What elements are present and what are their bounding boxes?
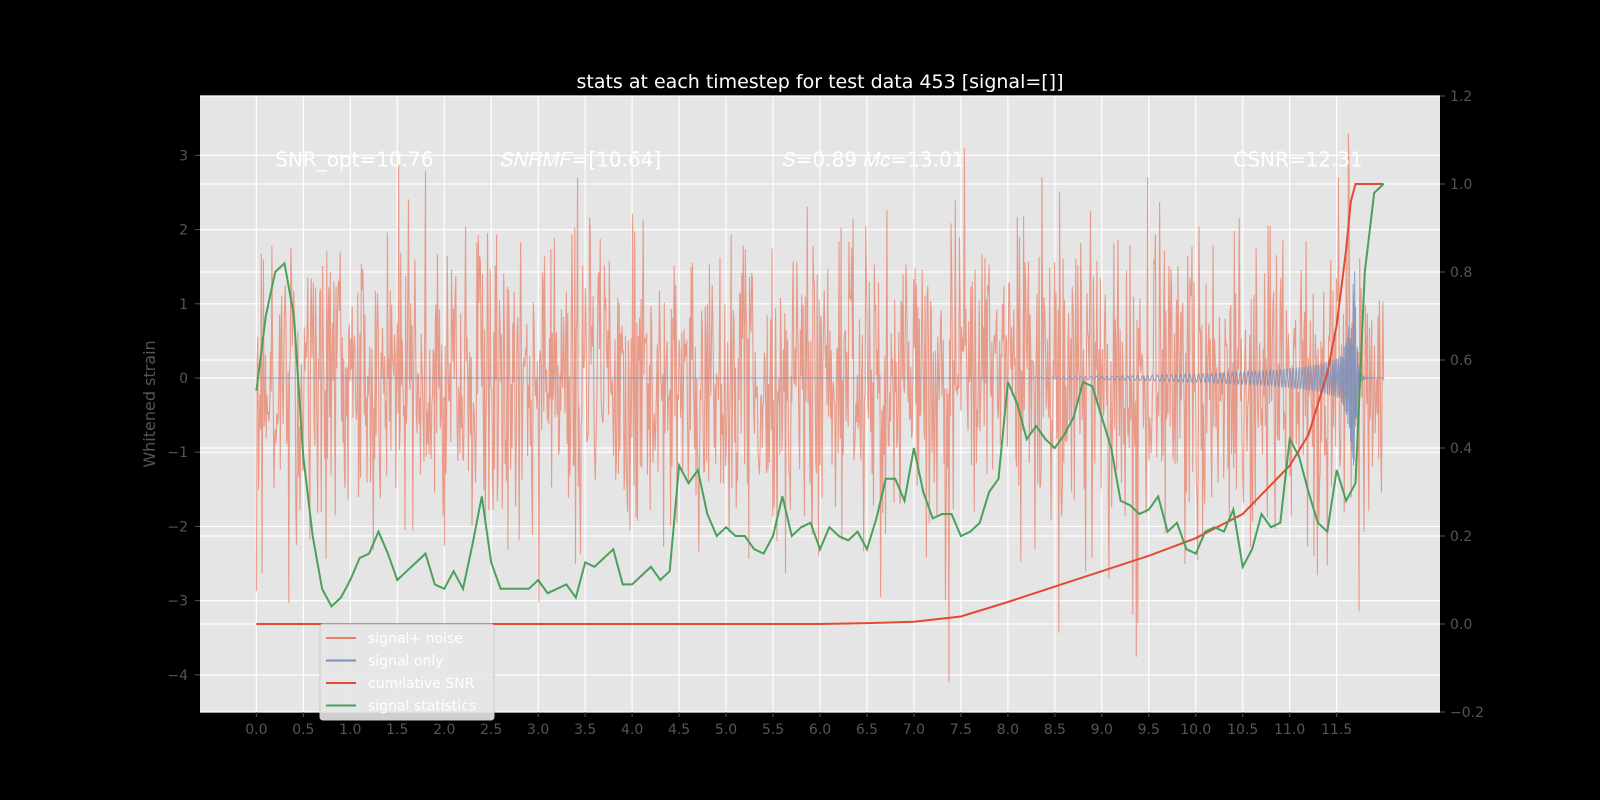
y-tick-label: 3 [179,148,188,164]
y-tick-label: 0 [179,371,188,387]
series-signal-statistics [255,183,1385,609]
x-tick-label: 9.5 [1138,722,1160,738]
legend-box [319,623,495,721]
annotation-text: SNR_opt=10.76 [275,148,433,172]
y2-tick-label: 1.0 [1450,177,1472,193]
y-axis-label: Whitened strain [140,340,159,467]
x-tick-label: 0.0 [245,722,267,738]
x-tick-label: 6.0 [809,722,831,738]
y-tick-label: −1 [167,445,188,461]
series-cumilative-snr [256,183,1384,625]
x-tick-label: 4.5 [668,722,690,738]
legend-label: cumilative SNR [368,676,475,692]
y2-tick-label: 0.2 [1450,529,1472,545]
x-tick-label: 7.0 [903,722,925,738]
legend: signal+ noise signal only cumilative SNR si… [319,623,495,721]
x-tick-label: 4.0 [621,722,643,738]
y-tick-label: −4 [167,668,188,684]
x-tick-label: 11.0 [1274,722,1305,738]
legend-label: signal only [368,654,443,670]
x-tick-label: 7.5 [950,722,972,738]
y2-tick-label: 0.8 [1450,265,1472,281]
x-tick-label: 10.5 [1227,722,1258,738]
y-tick-label: −3 [167,594,188,610]
x-tick-label: 1.5 [386,722,408,738]
y2-tick-label: −0.2 [1450,705,1484,721]
x-tick-label: 5.0 [715,722,737,738]
series-signal-noise [255,133,1385,683]
y-tick-label: 2 [179,223,188,239]
x-tick-label: 2.0 [433,722,455,738]
chart-title: stats at each timestep for test data 453… [576,71,1063,93]
annotation-text: CSNR=12.31 [1233,148,1363,172]
y-tick-label: 1 [179,297,188,313]
x-tick-label: 3.5 [574,722,596,738]
y-tick-label: −2 [167,519,188,535]
x-tick-label: 10.0 [1180,722,1211,738]
x-tick-label: 6.5 [856,722,878,738]
y2-tick-label: 1.2 [1450,89,1472,105]
axis-layer: 0.0 0.5 1.0 1.5 2.0 2.5 3.0 3.5 4.0 4.5 5.0 5.5 6.0 6… [167,89,1484,738]
y2-tick-label: 0.6 [1450,353,1472,369]
x-tick-label: 0.5 [292,722,314,738]
x-tick-label: 8.0 [997,722,1019,738]
y2-tick-label: 0.4 [1450,441,1472,457]
y2-tick-label: 0.0 [1450,617,1472,633]
x-tick-label: 8.5 [1044,722,1066,738]
series-layer [255,133,1385,683]
annotation-text: 𝑆𝑁𝑅𝑀𝐹=[10.64] [501,148,662,172]
x-tick-label: 2.5 [480,722,502,738]
x-tick-label: 1.0 [339,722,361,738]
series-signal-only [256,271,1384,466]
x-tick-label: 5.5 [762,722,784,738]
x-tick-label: 3.0 [527,722,549,738]
x-tick-label: 9.0 [1091,722,1113,738]
legend-label: signal+ noise [368,631,463,647]
annotation-layer: SNR_opt=10.76 𝑆𝑁𝑅𝑀𝐹=[10.64] 𝑆=0.89 𝑀𝑐=13.0… [275,148,1363,172]
x-tick-label: 11.5 [1321,722,1352,738]
legend-label: signal statistics [368,699,476,715]
annotation-text: 𝑆=0.89 𝑀𝑐=13.01 [782,148,964,172]
